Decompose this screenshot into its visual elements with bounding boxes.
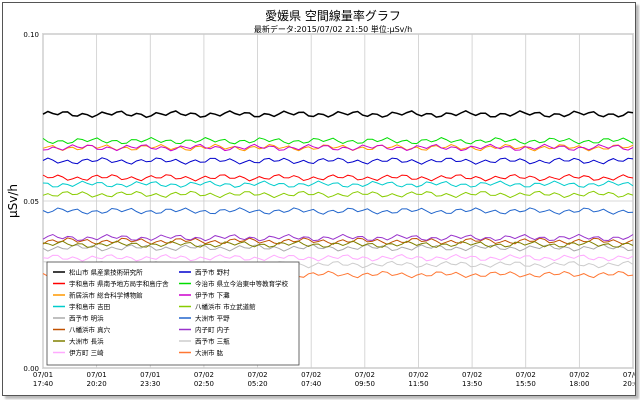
legend-entry: 伊予市 下灘 [195, 291, 230, 300]
y-axis-label: μSv/h [6, 184, 20, 218]
x-tick-time: 13:50 [462, 380, 482, 388]
series-line [42, 157, 634, 165]
x-tick-time: 07:40 [301, 380, 321, 388]
legend-entry: 西予市 三瓶 [195, 337, 230, 346]
x-tick-date: 07/02 [194, 371, 214, 379]
legend-entry: 今治市 県立今治東中等教育学校 [195, 279, 289, 288]
x-tick-date: 07/02 [408, 371, 428, 379]
legend-entry: 松山市 県産業技術研究所 [69, 268, 143, 277]
legend-box [46, 261, 300, 366]
x-tick-date: 07/02 [355, 371, 375, 379]
x-tick-date: 07/02 [462, 371, 482, 379]
x-tick-time: 09:50 [355, 380, 375, 388]
legend-entry: 西予市 明浜 [69, 314, 104, 323]
series-line [42, 174, 634, 182]
x-tick-date: 07/02 [623, 371, 635, 379]
x-tick-time: 18:00 [569, 380, 589, 388]
chart-subtitle: 最新データ:2015/07/02 21:50 単位:μSv/h [254, 24, 412, 34]
legend-entry: 大洲市 肱 [195, 348, 224, 357]
x-axis: 07/0117:4007/0120:2007/0123:3007/0202:50… [33, 371, 640, 388]
x-tick-time: 02:50 [194, 380, 214, 388]
x-tick-date: 07/01 [87, 371, 107, 379]
legend-entry: 内子町 内子 [195, 325, 230, 334]
series-line [42, 254, 634, 262]
legend-entry: 宇和島市 吉田 [69, 302, 110, 311]
series-line [42, 190, 634, 199]
legend-entry: 宇和島市 県南予地方局宇和島庁舎 [69, 279, 169, 288]
x-tick-date: 07/01 [140, 371, 160, 379]
series-line [42, 207, 634, 215]
legend-entry: 伊方町 三崎 [69, 348, 104, 357]
x-tick-date: 07/02 [516, 371, 536, 379]
legend-entry: 西予市 野村 [195, 268, 230, 277]
legend-entry: 八幡浜市 真穴 [69, 325, 111, 334]
legend-entry: 大洲市 平野 [195, 314, 230, 323]
x-tick-time: 17:40 [33, 380, 53, 388]
x-tick-time: 05:20 [247, 380, 267, 388]
x-tick-date: 07/01 [33, 371, 53, 379]
y-tick-label: 0.00 [23, 365, 39, 373]
x-tick-time: 23:30 [140, 380, 160, 388]
series-line [42, 137, 634, 145]
series-line [42, 240, 634, 248]
y-tick-label: 0.05 [23, 198, 39, 206]
series-line [42, 244, 634, 252]
legend-entry: 八幡浜市 市立武道館 [195, 302, 256, 311]
y-axis: 0.00 0.05 0.10 [23, 31, 39, 373]
series-line [42, 143, 634, 152]
x-tick-time: 20:00 [623, 380, 635, 388]
chart-svg: 愛媛県 空間線量率グラフ 最新データ:2015/07/02 21:50 単位:μ… [6, 8, 640, 388]
y-tick-label: 0.10 [23, 31, 39, 39]
chart-title: 愛媛県 空間線量率グラフ [265, 8, 401, 23]
x-tick-date: 07/02 [301, 371, 321, 379]
x-tick-time: 15:50 [516, 380, 536, 388]
series-line [42, 109, 634, 119]
series-line [42, 233, 634, 242]
x-tick-time: 20:20 [87, 380, 107, 388]
x-tick-date: 07/02 [569, 371, 589, 379]
legend-entry: 大洲市 長浜 [69, 337, 104, 346]
x-tick-date: 07/02 [247, 371, 267, 379]
series-line [42, 180, 634, 188]
x-tick-time: 11:50 [408, 380, 428, 388]
legend-entry: 新居浜市 総合科学博物館 [69, 291, 143, 300]
